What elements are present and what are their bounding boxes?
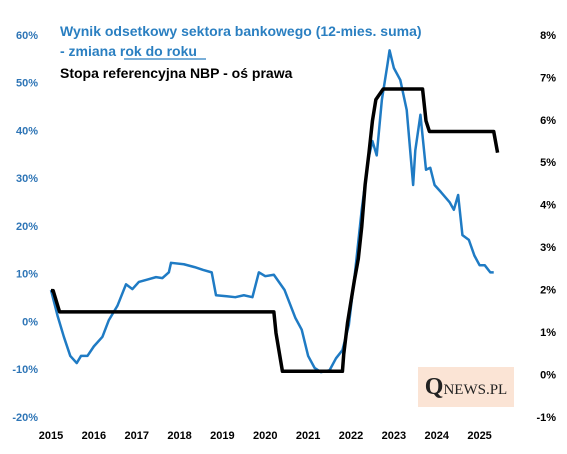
y2-tick-label: 2% [540, 285, 556, 297]
y2-tick-label: -1% [536, 412, 556, 424]
y2-tick-label: 6% [540, 115, 556, 127]
x-tick-label: 2020 [253, 430, 277, 442]
y2-tick-label: 8% [540, 30, 556, 42]
x-tick-label: 2018 [167, 430, 191, 442]
y-tick-label: -10% [12, 364, 38, 376]
y2-tick-label: 5% [540, 157, 556, 169]
y-tick-label: 0% [22, 316, 38, 328]
y-tick-label: 60% [16, 30, 38, 42]
y-tick-label: 30% [16, 173, 38, 185]
y-tick-label: 10% [16, 269, 38, 281]
watermark: QNEWS.PL [418, 367, 514, 407]
legend-label: Stopa referencyjna NBP - oś prawa [60, 65, 293, 81]
x-tick-label: 2023 [382, 430, 406, 442]
chart-title: Wynik odsetkowy sektora bankowego (12-mi… [60, 23, 422, 39]
x-tick-label: 2017 [124, 430, 148, 442]
x-tick-label: 2021 [296, 430, 320, 442]
chart-subtitle: - zmiana rok do roku [60, 43, 197, 59]
y-tick-label: 40% [16, 125, 38, 137]
line [51, 87, 500, 374]
x-tick-label: 2019 [210, 430, 234, 442]
y2-tick-label: 1% [540, 327, 556, 339]
y-tick-label: 20% [16, 221, 38, 233]
y2-tick-label: 3% [540, 242, 556, 254]
y-tick-label: 50% [16, 78, 38, 90]
y-tick-label: -20% [12, 412, 38, 424]
line [49, 49, 494, 374]
y2-tick-label: 0% [540, 369, 556, 381]
x-tick-label: 2015 [39, 430, 63, 442]
y2-tick-label: 4% [540, 200, 556, 212]
x-tick-label: 2024 [424, 430, 449, 442]
x-tick-label: 2025 [467, 430, 491, 442]
y2-tick-label: 7% [540, 72, 556, 84]
x-tick-label: 2022 [339, 430, 363, 442]
x-tick-label: 2016 [82, 430, 106, 442]
